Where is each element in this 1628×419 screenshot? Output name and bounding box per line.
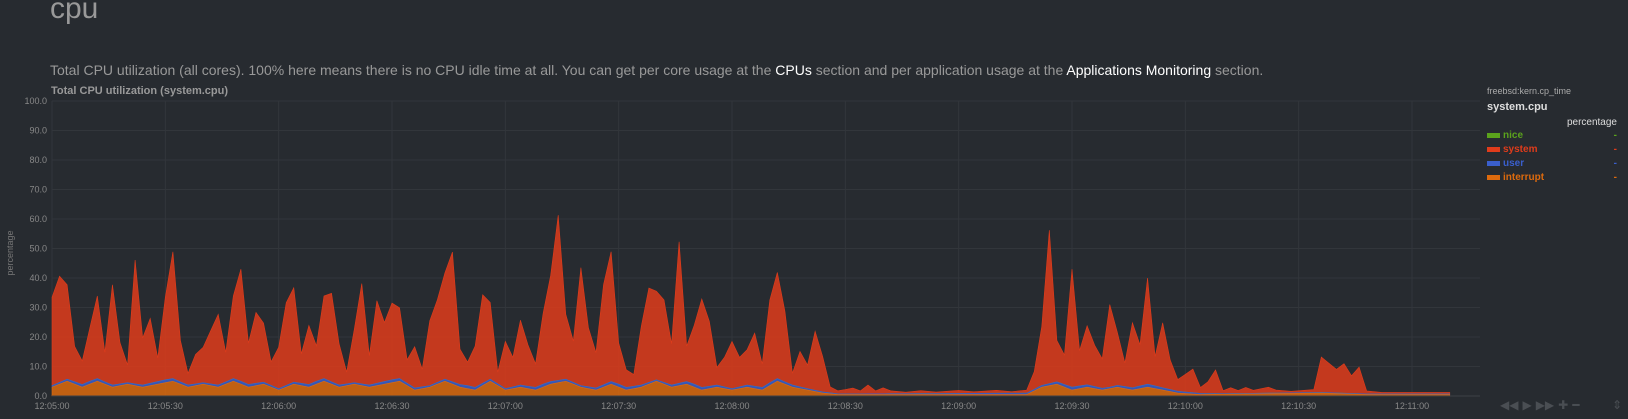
legend-item-name: interrupt [1503,171,1545,183]
x-tick-label: 12:08:00 [714,401,749,411]
legend-item-name: nice [1503,129,1524,141]
legend-item-value: - [1613,129,1617,141]
x-tick-label: 12:07:00 [488,401,523,411]
legend-item-nice[interactable]: nice - [1487,128,1617,142]
x-tick-label: 12:07:30 [601,401,636,411]
y-tick-label: 20.0 [29,332,47,342]
legend-item-interrupt[interactable]: interrupt - [1487,170,1617,184]
legend-family: system.cpu [1487,101,1548,113]
legend-swatch [1487,132,1500,138]
y-tick-label: 50.0 [29,244,47,254]
cpus-link[interactable]: CPUs [775,62,812,78]
rewind-icon[interactable]: ◀◀ [1500,398,1519,412]
desc-text-2: section and per application usage at the [811,62,1067,78]
y-tick-label: 0.0 [34,391,47,401]
legend-item-system[interactable]: system - [1487,142,1617,156]
legend-item-value: - [1613,157,1617,169]
legend-item-name: system [1503,143,1538,155]
x-tick-label: 12:05:00 [34,401,69,411]
fast-forward-icon[interactable]: ▶▶ [1535,398,1555,412]
legend-context: freebsd:kern.cp_time [1487,86,1572,96]
section-description: Total CPU utilization (all cores). 100% … [50,62,1263,78]
legend-item-value: - [1613,143,1617,155]
desc-text-1: Total CPU utilization (all cores). 100% … [50,62,776,78]
chart-toolbar: ◀◀ ▶ ▶▶ ✚ ━ [1500,398,1579,412]
legend-units: percentage [1566,117,1617,128]
resize-handle-icon[interactable]: ⇕ [1612,398,1623,412]
legend-swatch [1487,174,1500,180]
zoom-in-icon[interactable]: ✚ [1558,398,1569,412]
x-tick-label: 12:06:30 [374,401,409,411]
series-area-system [51,215,1451,395]
y-tick-label: 60.0 [29,214,47,224]
desc-text-3: section. [1211,62,1264,78]
chart-legend: freebsd:kern.cp_time system.cpu percenta… [1487,86,1617,184]
y-tick-label: 90.0 [29,126,47,136]
zoom-out-icon[interactable]: ━ [1572,398,1580,412]
y-tick-label: 30.0 [29,303,47,313]
x-tick-label: 12:10:30 [1281,401,1316,411]
x-tick-label: 12:08:30 [828,401,863,411]
section-title: cpu [50,0,99,25]
y-tick-label: 70.0 [29,185,47,195]
x-tick-label: 12:09:00 [941,401,976,411]
x-tick-label: 12:05:30 [148,401,183,411]
y-tick-label: 100.0 [24,96,47,106]
y-tick-label: 40.0 [29,273,47,283]
x-tick-label: 12:10:00 [1168,401,1203,411]
legend-swatch [1487,160,1500,166]
y-tick-label: 10.0 [29,362,47,372]
x-tick-label: 12:06:00 [261,401,296,411]
play-icon[interactable]: ▶ [1522,398,1532,412]
legend-item-user[interactable]: user - [1487,156,1617,170]
legend-swatch [1487,146,1500,152]
legend-item-value: - [1613,171,1617,183]
y-tick-label: 80.0 [29,155,47,165]
applications-monitoring-link[interactable]: Applications Monitoring [1066,62,1212,78]
x-tick-label: 12:09:30 [1054,401,1089,411]
x-tick-label: 12:11:00 [1395,401,1429,411]
chart-title: Total CPU utilization (system.cpu) [51,85,229,97]
legend-item-name: user [1503,157,1525,169]
